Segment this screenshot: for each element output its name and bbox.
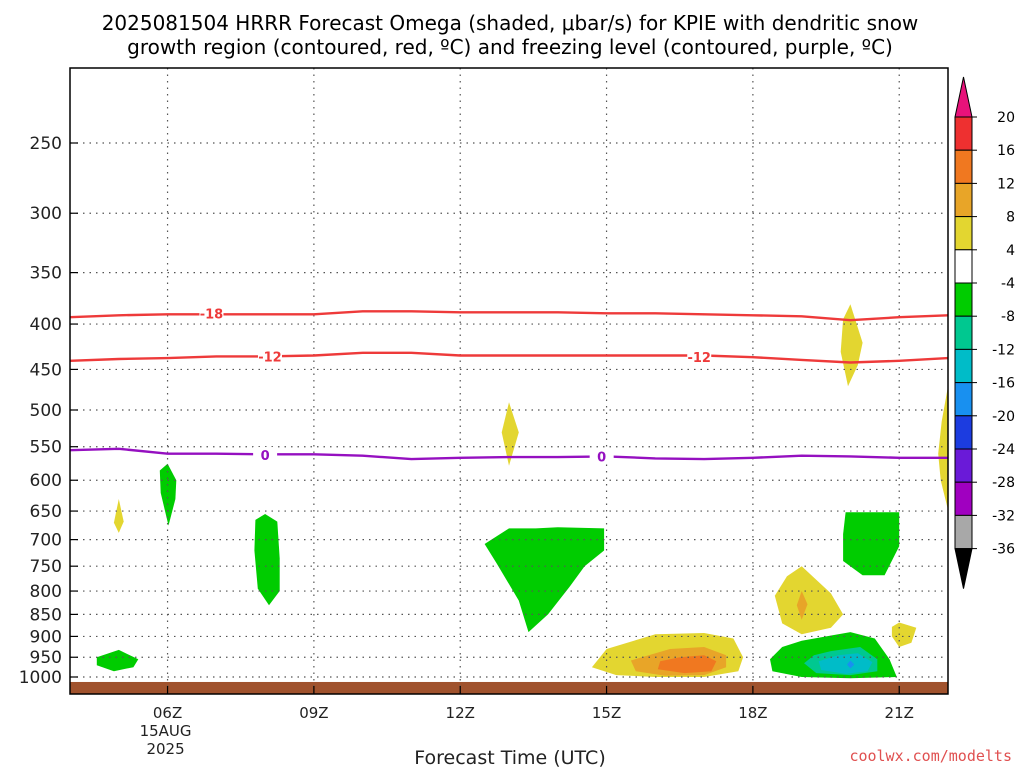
- terrain-strip: [70, 681, 948, 694]
- omega-shade-region-9: [938, 386, 948, 510]
- contour-line--12-1: [70, 351, 948, 364]
- x-tick-label-15Z: 15Z: [592, 704, 621, 722]
- y-tick-label-900: 900: [30, 627, 62, 647]
- colorbar-label-8: 8: [1006, 210, 1015, 226]
- y-tick-label-800: 800: [30, 582, 62, 602]
- x-tick-label-06Z: 06Z: [153, 704, 182, 722]
- colorbar-legend: 20 16 12 8 4 -4 -8 -12 -16 -20 -24 -28 -32 -36: [954, 76, 1015, 589]
- x-tick-label-18Z: 18Z: [738, 704, 767, 722]
- omega-shade-region-2: [96, 649, 139, 672]
- y-tick-label-500: 500: [30, 401, 62, 421]
- contour-label-bg--18-0: [199, 305, 224, 321]
- colorbar-band-5: [954, 282, 973, 317]
- omega-shade-region-11: [891, 622, 917, 647]
- y-tick-label-600: 600: [30, 471, 62, 491]
- colorbar-label--36: -36: [992, 542, 1015, 558]
- omega-shade-region-14: [657, 655, 717, 674]
- colorbar-arrow-top: [954, 76, 973, 118]
- y-tick-label-850: 850: [30, 605, 62, 625]
- colorbar-band-1: [954, 149, 973, 184]
- colorbar-label-16: 16: [997, 143, 1015, 159]
- colorbar-band-3: [954, 216, 973, 251]
- omega-shade-region-3: [254, 514, 280, 606]
- omega-shade-region-0: [113, 499, 124, 533]
- colorbar-label-20: 20: [997, 110, 1015, 126]
- contour-label-0-1: 0: [597, 450, 606, 465]
- colorbar-label-4: 4: [1006, 243, 1015, 259]
- omega-shade-region-6: [774, 566, 844, 635]
- plot-content: -18 -12 -12 0 0: [70, 68, 948, 694]
- contour-label-0-0: 0: [261, 449, 270, 464]
- credit-text: coolwx.com/modelts: [849, 747, 1012, 765]
- omega-shade-region-17: [818, 653, 873, 674]
- colorbar-band-2: [954, 182, 973, 218]
- contour-label-bg--12-0: [257, 348, 282, 364]
- omega-shade-region-1: [159, 463, 177, 526]
- y-tick-label-450: 450: [30, 360, 62, 380]
- y-axis: 2503003504004505005506006507007508008509…: [19, 134, 78, 688]
- x-tick-date: 15AUG: [140, 722, 192, 740]
- contour-label--12-0: -12: [258, 350, 282, 365]
- colorbar-band-12: [954, 514, 973, 550]
- chart-title-line-1: 2025081504 HRRR Forecast Omega (shaded, …: [102, 11, 919, 35]
- contour-label--12-1: -12: [687, 351, 711, 366]
- colorbar-label--28: -28: [992, 475, 1015, 491]
- colorbar-band-8: [954, 382, 973, 417]
- x-tick-year: 2025: [146, 740, 184, 758]
- colorbar-label--32: -32: [992, 508, 1015, 524]
- plot-frame: [69, 67, 949, 695]
- y-tick-label-700: 700: [30, 531, 62, 551]
- y-tick-label-750: 750: [30, 557, 62, 577]
- y-tick-label-550: 550: [30, 438, 62, 458]
- y-tick-label-350: 350: [30, 264, 62, 284]
- colorbar-band-7: [954, 348, 973, 384]
- contour-label-bg-0-0: [253, 447, 278, 463]
- omega-shade-region-5: [484, 527, 605, 633]
- colorbar-label--24: -24: [992, 442, 1015, 458]
- colorbar-label--4: -4: [1001, 276, 1015, 292]
- omega-shade-region-10: [843, 512, 900, 576]
- y-tick-label-400: 400: [30, 315, 62, 335]
- colorbar-label--20: -20: [992, 409, 1015, 425]
- contour-label-bg-0-1: [589, 448, 614, 464]
- contour-label--18-0: -18: [200, 307, 224, 322]
- x-axis-label: Forecast Time (UTC): [414, 747, 605, 768]
- omega-shade-region-18: [847, 660, 855, 669]
- x-tick-label-12Z: 12Z: [446, 704, 475, 722]
- contour-label-bg--12-1: [687, 349, 712, 365]
- y-tick-label-950: 950: [30, 648, 62, 668]
- x-tick-label-21Z: 21Z: [885, 704, 914, 722]
- colorbar-label--16: -16: [992, 376, 1015, 392]
- omega-shade-region-4: [501, 402, 519, 466]
- omega-shade-region-8: [840, 304, 863, 387]
- y-tick-label-650: 650: [30, 502, 62, 522]
- chart-title-line-2: growth region (contoured, red, ºC) and f…: [127, 35, 893, 59]
- y-tick-label-300: 300: [30, 204, 62, 224]
- colorbar-band-4: [954, 249, 973, 284]
- colorbar-label-12: 12: [997, 176, 1015, 192]
- colorbar-arrow-bottom: [954, 548, 973, 589]
- colorbar-label--12: -12: [992, 342, 1015, 358]
- y-tick-label-250: 250: [30, 134, 62, 154]
- y-tick-label-1000: 1000: [19, 668, 62, 688]
- contour-line-0-2: [70, 447, 948, 461]
- colorbar-band-9: [954, 415, 973, 450]
- colorbar-label--8: -8: [1001, 309, 1015, 325]
- colorbar-band-6: [954, 315, 973, 350]
- x-tick-label-09Z: 09Z: [299, 704, 328, 722]
- omega-shade-region-7: [796, 591, 808, 620]
- colorbar-band-10: [954, 448, 973, 483]
- colorbar-band-0: [954, 116, 973, 151]
- colorbar-band-11: [954, 481, 973, 516]
- plot-area: -18 -12 -12 0 0: [69, 67, 949, 695]
